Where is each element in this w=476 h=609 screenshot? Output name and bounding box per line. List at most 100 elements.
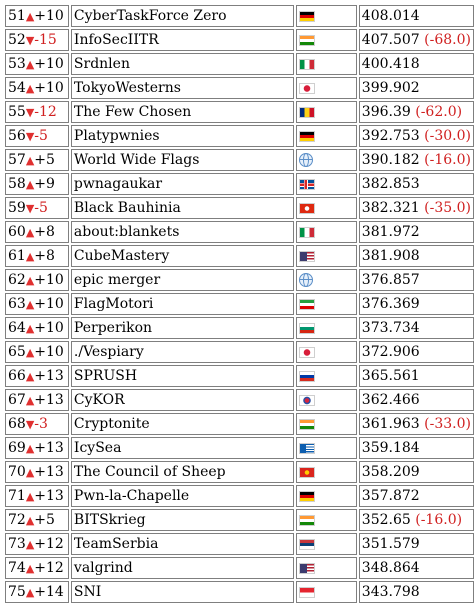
table-row: 67▲+13 CyKOR 362.466 bbox=[5, 389, 474, 411]
score-cell: 400.418 bbox=[358, 53, 474, 75]
score-cell: 372.906 bbox=[358, 341, 474, 363]
team-name[interactable]: BITSkrieg bbox=[73, 512, 146, 528]
rank-number: 51 bbox=[8, 8, 26, 24]
team-name[interactable]: Black Bauhinia bbox=[73, 200, 181, 216]
team-name[interactable]: CyberTaskForce Zero bbox=[73, 8, 227, 24]
team-name[interactable]: Srdnlen bbox=[73, 56, 130, 72]
team-name-cell[interactable]: TeamSerbia bbox=[70, 533, 294, 555]
team-name-cell[interactable]: Platypwnies bbox=[70, 125, 294, 147]
team-name[interactable]: CyKOR bbox=[73, 392, 125, 408]
score-value: 351.579 bbox=[361, 536, 420, 552]
team-name-cell[interactable]: SNI bbox=[70, 581, 294, 603]
team-name-cell[interactable]: IcySea bbox=[70, 437, 294, 459]
team-name[interactable]: FlagMotori bbox=[73, 296, 154, 312]
team-name[interactable]: Platypwnies bbox=[73, 128, 160, 144]
score-value: 365.561 bbox=[361, 368, 420, 384]
team-name[interactable]: pwnagaukar bbox=[73, 176, 163, 192]
up-arrow-icon: ▲ bbox=[25, 226, 35, 239]
team-name-cell[interactable]: valgrind bbox=[70, 557, 294, 579]
rank-cell: 71▲+13 bbox=[5, 485, 69, 507]
up-arrow-icon: ▲ bbox=[25, 514, 35, 527]
rank-change: +5 bbox=[34, 512, 55, 528]
rank-change: +5 bbox=[34, 152, 55, 168]
team-name[interactable]: InfoSecIITR bbox=[73, 32, 159, 48]
rank-change: +10 bbox=[34, 8, 64, 24]
team-name-cell[interactable]: CyKOR bbox=[70, 389, 294, 411]
rank-number: 57 bbox=[8, 152, 26, 168]
team-name-cell[interactable]: epic merger bbox=[70, 269, 294, 291]
flag-cell bbox=[295, 125, 357, 147]
team-name-cell[interactable]: Srdnlen bbox=[70, 53, 294, 75]
team-name-cell[interactable]: TokyoWesterns bbox=[70, 77, 294, 99]
team-name[interactable]: The Council of Sheep bbox=[73, 464, 226, 480]
team-name[interactable]: ./Vespiary bbox=[73, 344, 144, 360]
team-name[interactable]: epic merger bbox=[73, 272, 161, 288]
team-name[interactable]: TeamSerbia bbox=[73, 536, 159, 552]
team-name-cell[interactable]: Black Bauhinia bbox=[70, 197, 294, 219]
rank-number: 54 bbox=[8, 80, 26, 96]
globe-icon bbox=[298, 153, 313, 167]
rank-change: +13 bbox=[34, 392, 64, 408]
down-arrow-icon: ▼ bbox=[25, 34, 35, 47]
score-cell: 396.39 (-62.0) bbox=[358, 101, 474, 123]
team-name[interactable]: World Wide Flags bbox=[73, 152, 200, 168]
team-name[interactable]: TokyoWesterns bbox=[73, 80, 181, 96]
team-name[interactable]: IcySea bbox=[73, 440, 122, 456]
scoreboard-table: 51▲+10 CyberTaskForce Zero 408.014 52▼-15 In… bbox=[3, 3, 476, 605]
flag-cell bbox=[295, 269, 357, 291]
team-name-cell[interactable]: CubeMastery bbox=[70, 245, 294, 267]
score-value: 390.182 bbox=[361, 152, 420, 168]
team-name-cell[interactable]: CyberTaskForce Zero bbox=[70, 5, 294, 27]
score-value: 372.906 bbox=[361, 344, 420, 360]
rank-change: -5 bbox=[34, 200, 48, 216]
up-arrow-icon: ▲ bbox=[25, 370, 35, 383]
team-name-cell[interactable]: InfoSecIITR bbox=[70, 29, 294, 51]
table-row: 58▲+9 pwnagaukar 382.853 bbox=[5, 173, 474, 195]
flag-ir-icon bbox=[298, 298, 315, 310]
rank-number: 67 bbox=[8, 392, 26, 408]
score-delta: (-62.0) bbox=[415, 104, 463, 120]
team-name-cell[interactable]: Perperikon bbox=[70, 317, 294, 339]
team-name-cell[interactable]: Pwn-la-Chapelle bbox=[70, 485, 294, 507]
team-name-cell[interactable]: about:blankets bbox=[70, 221, 294, 243]
team-name[interactable]: SNI bbox=[73, 584, 102, 600]
team-name-cell[interactable]: World Wide Flags bbox=[70, 149, 294, 171]
score-cell: 381.972 bbox=[358, 221, 474, 243]
rank-change: +8 bbox=[34, 224, 55, 240]
rank-change: +12 bbox=[34, 536, 64, 552]
team-name[interactable]: Pwn-la-Chapelle bbox=[73, 488, 190, 504]
team-name-cell[interactable]: The Council of Sheep bbox=[70, 461, 294, 483]
score-value: 408.014 bbox=[361, 8, 420, 24]
team-name[interactable]: The Few Chosen bbox=[73, 104, 192, 120]
team-name-cell[interactable]: The Few Chosen bbox=[70, 101, 294, 123]
team-name-cell[interactable]: Cryptonite bbox=[70, 413, 294, 435]
score-cell: 376.369 bbox=[358, 293, 474, 315]
score-value: 382.853 bbox=[361, 176, 420, 192]
team-name-cell[interactable]: BITSkrieg bbox=[70, 509, 294, 531]
table-row: 69▲+13 IcySea 359.184 bbox=[5, 437, 474, 459]
team-name[interactable]: CubeMastery bbox=[73, 248, 170, 264]
score-cell: 390.182 (-16.0) bbox=[358, 149, 474, 171]
flag-cell bbox=[295, 581, 357, 603]
team-name[interactable]: SPRUSH bbox=[73, 368, 138, 384]
team-name[interactable]: valgrind bbox=[73, 560, 133, 576]
flag-cell bbox=[295, 101, 357, 123]
table-row: 59▼-5 Black Bauhinia 382.321 (-35.0) bbox=[5, 197, 474, 219]
team-name-cell[interactable]: ./Vespiary bbox=[70, 341, 294, 363]
team-name-cell[interactable]: FlagMotori bbox=[70, 293, 294, 315]
rank-cell: 57▲+5 bbox=[5, 149, 69, 171]
rank-change: +12 bbox=[34, 560, 64, 576]
flag-cell bbox=[295, 317, 357, 339]
flag-in-icon bbox=[298, 34, 315, 46]
flag-gr-icon bbox=[298, 442, 315, 454]
flag-cell bbox=[295, 413, 357, 435]
score-value: 376.369 bbox=[361, 296, 420, 312]
team-name[interactable]: Cryptonite bbox=[73, 416, 150, 432]
team-name[interactable]: Perperikon bbox=[73, 320, 153, 336]
score-delta: (-16.0) bbox=[415, 512, 463, 528]
team-name-cell[interactable]: pwnagaukar bbox=[70, 173, 294, 195]
team-name-cell[interactable]: SPRUSH bbox=[70, 365, 294, 387]
rank-change: +8 bbox=[34, 248, 55, 264]
team-name[interactable]: about:blankets bbox=[73, 224, 180, 240]
flag-cell bbox=[295, 293, 357, 315]
